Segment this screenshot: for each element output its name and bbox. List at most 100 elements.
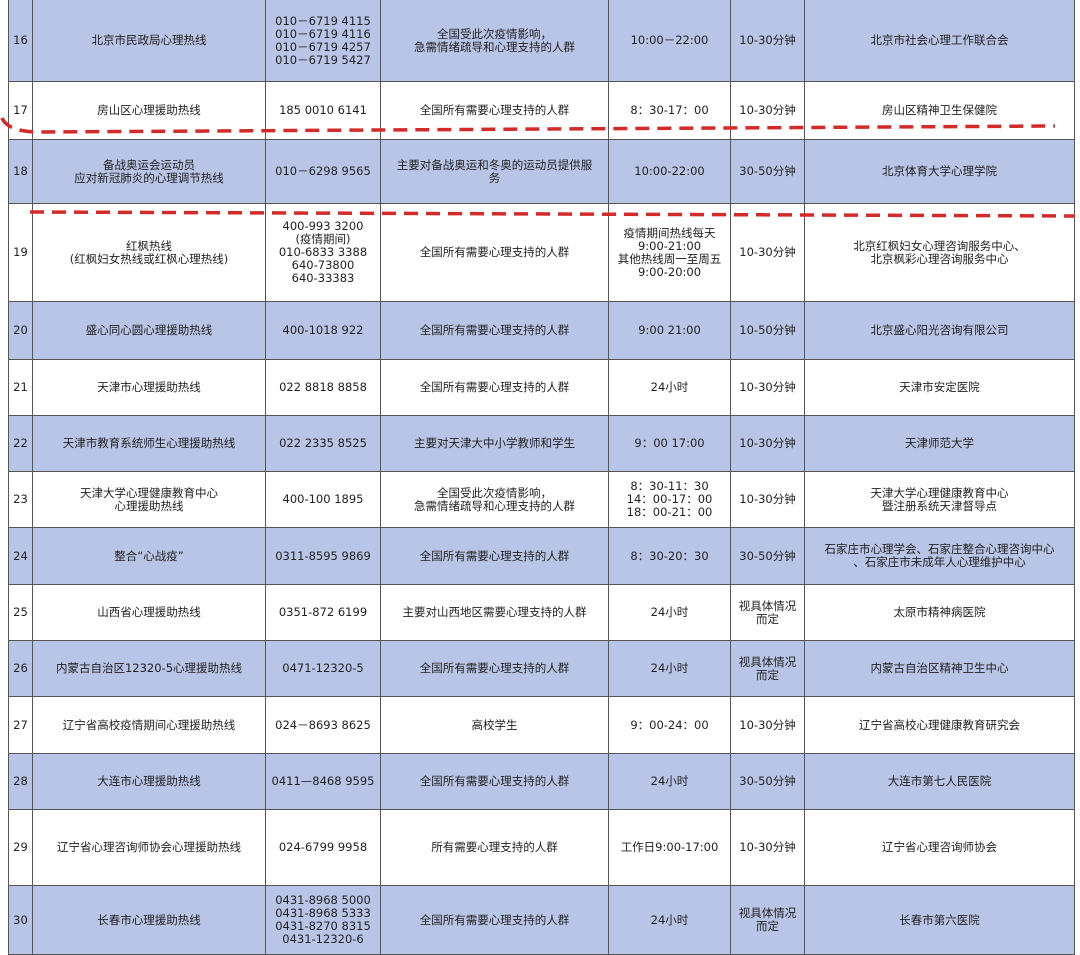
organization-cell: 辽宁省心理咨询师协会 [805, 810, 1075, 886]
organization: 长春市第六医院 [899, 912, 980, 927]
row-number: 19 [13, 245, 28, 259]
service-hours: 8：30-17：00 [630, 103, 709, 117]
organization-cell: 内蒙古自治区精神卫生中心 [805, 641, 1075, 697]
phone-number: 010－6719 4116 [275, 26, 371, 41]
target-group: 全国所有需要心理支持的人群 [419, 912, 570, 927]
phone-number: 640-73800 [291, 258, 355, 272]
service-hours: 24小时 [650, 912, 689, 927]
phone-number: 010－6719 4257 [275, 39, 371, 54]
duration: 30-50分钟 [739, 164, 796, 178]
duration-cell: 10-30分钟 [731, 697, 805, 754]
service-hours-cell: 9:00 21:00 [609, 302, 731, 360]
organization: 辽宁省心理咨询师协会 [882, 840, 997, 854]
hotline-name-cell: 天津大学心理健康教育中心 心理援助热线 [33, 472, 266, 528]
target-group: 全国所有需要心理支持的人群 [419, 548, 570, 563]
organization: 内蒙古自治区精神卫生中心 [870, 661, 1009, 675]
phone-number: 400-993 3200 [282, 219, 364, 233]
duration-cell: 视具体情况 而定 [731, 886, 805, 955]
service-hours-cell: 24小时 [609, 641, 731, 697]
hotline-name-cell: 房山区心理援助热线 [33, 82, 266, 140]
row-number: 26 [13, 661, 28, 675]
row-number: 20 [13, 323, 28, 337]
phone-number-cell: 024-6799 9958 [266, 810, 381, 886]
phone-number: 010－6719 5427 [275, 52, 371, 67]
hotline-name: 整合“心战疫” [114, 548, 184, 563]
phone-number: 0431-8968 5000 [275, 893, 371, 907]
row-number: 21 [13, 380, 28, 394]
service-hours-cell: 疫情期间热线每天 9:00-21:00 其他热线周一至周五 9:00-20:00 [609, 204, 731, 302]
organization: 天津市安定医院 [899, 380, 980, 394]
duration-cell: 30-50分钟 [731, 528, 805, 585]
target-group-cell: 全国所有需要心理支持的人群 [381, 754, 609, 810]
row-number-cell: 17 [8, 82, 33, 140]
phone-number: 0351-872 6199 [278, 605, 368, 619]
hotline-name: 山西省心理援助热线 [97, 605, 201, 619]
service-hours-cell: 24小时 [609, 754, 731, 810]
phone-number: 022 2335 8525 [279, 436, 367, 450]
phone-number-cell: 185 0010 6141 [266, 82, 381, 140]
hotline-name-cell: 备战奥运会运动员 应对新冠肺炎的心理调节热线 [33, 140, 266, 204]
hotline-name-cell: 大连市心理援助热线 [33, 754, 266, 810]
duration: 而定 [756, 611, 779, 626]
target-group: 全国所有需要心理支持的人群 [419, 380, 570, 394]
hotline-name: 天津市教育系统师生心理援助热线 [62, 436, 236, 450]
target-group-cell: 全国所有需要心理支持的人群 [381, 360, 609, 416]
phone-number: 024－8693 8625 [275, 717, 371, 732]
service-hours: 14：00-17：00 [626, 492, 713, 506]
duration-cell: 10-30分钟 [731, 472, 805, 528]
organization: 大连市第七人民医院 [887, 774, 992, 788]
target-group-cell: 主要对天津大中小学教师和学生 [381, 416, 609, 472]
organization: 北京枫彩心理咨询服务中心 [870, 251, 1009, 266]
hotline-name: 房山区心理援助热线 [97, 103, 201, 117]
phone-number-cell: 010－6719 4115 010－6719 4116 010－6719 4257 0… [266, 0, 381, 82]
row-number-cell: 19 [8, 204, 33, 302]
service-hours: 10:00－22:00 [630, 33, 709, 47]
target-group-cell: 所有需要心理支持的人群 [381, 810, 609, 886]
hotline-name-cell: 辽宁省心理咨询师协会心理援助热线 [33, 810, 266, 886]
phone-number-cell: 400-100 1895 [266, 472, 381, 528]
target-group: 务 [488, 170, 501, 185]
organization: 北京盛心阳光咨询有限公司 [870, 323, 1009, 337]
target-group: 全国所有需要心理支持的人群 [419, 774, 570, 788]
service-hours: 24小时 [650, 661, 689, 675]
duration: 10-30分钟 [739, 245, 796, 259]
organization-cell: 北京红枫妇女心理咨询服务中心、 北京枫彩心理咨询服务中心 [805, 204, 1075, 302]
service-hours: 24小时 [650, 605, 689, 619]
duration: 10-50分钟 [739, 323, 796, 337]
duration-cell: 视具体情况 而定 [731, 641, 805, 697]
service-hours-cell: 8：30-17：00 [609, 82, 731, 140]
organization: 北京体育大学心理学院 [882, 164, 997, 178]
hotline-name-cell: 天津市教育系统师生心理援助热线 [33, 416, 266, 472]
phone-number-cell: 0431-8968 5000 0431-8968 5333 0431-8270 83… [266, 886, 381, 955]
organization: 北京市社会心理工作联合会 [870, 33, 1009, 47]
duration-cell: 30-50分钟 [731, 140, 805, 204]
service-hours-cell: 8：30-11：30 14：00-17：00 18：00-21：00 [609, 472, 731, 528]
phone-number-cell: 0311-8595 9869 [266, 528, 381, 585]
phone-number: 0431-8270 8315 [275, 919, 371, 933]
duration: 视具体情况 [738, 654, 797, 669]
phone-number: 185 0010 6141 [279, 103, 367, 117]
phone-number: 640-33383 [291, 271, 355, 285]
organization: 暨注册系统天津督导点 [882, 498, 997, 513]
phone-number: 0471-12320-5 [282, 661, 364, 675]
row-number: 16 [13, 33, 28, 47]
row-number: 17 [13, 103, 28, 117]
hotline-name: 内蒙古自治区12320-5心理援助热线 [55, 661, 243, 675]
organization-cell: 天津大学心理健康教育中心 暨注册系统天津督导点 [805, 472, 1075, 528]
duration-cell: 10-30分钟 [731, 416, 805, 472]
service-hours-cell: 9：00 17:00 [609, 416, 731, 472]
organization-cell: 长春市第六医院 [805, 886, 1075, 955]
hotline-name: 应对新冠肺炎的心理调节热线 [74, 170, 224, 185]
phone-number-cell: 400-1018 922 [266, 302, 381, 360]
phone-number: 400-1018 922 [282, 323, 364, 337]
hotline-name: 天津市心理援助热线 [97, 380, 201, 394]
row-number-cell: 28 [8, 754, 33, 810]
organization-cell: 大连市第七人民医院 [805, 754, 1075, 810]
duration: 10-30分钟 [739, 717, 796, 732]
row-number-cell: 20 [8, 302, 33, 360]
duration-cell: 10-30分钟 [731, 810, 805, 886]
duration-cell: 10-50分钟 [731, 302, 805, 360]
hotline-name: 盛心同心圆心理援助热线 [85, 323, 213, 337]
